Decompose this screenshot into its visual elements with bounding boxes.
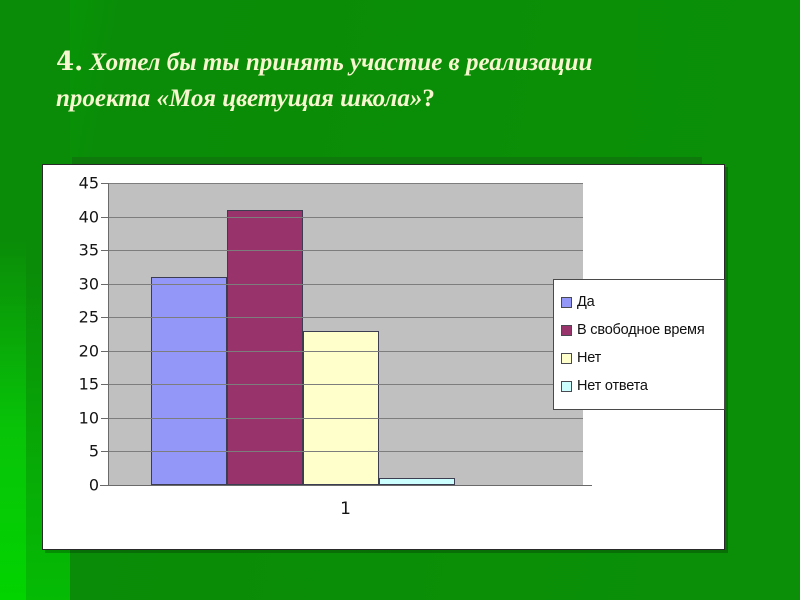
legend-item[interactable]: Да: [561, 288, 718, 316]
question-number: 4.: [56, 47, 84, 77]
y-axis-tick-label: 15: [78, 374, 99, 394]
bar-3[interactable]: [303, 330, 379, 485]
y-axis-tick-label: 45: [78, 173, 99, 193]
y-axis-tick-label: 20: [78, 341, 99, 361]
gridline: [109, 384, 583, 386]
y-axis-tick-label: 30: [78, 274, 99, 294]
plot-area: [108, 183, 583, 485]
y-axis-tick-label: 35: [78, 240, 99, 260]
y-axis-tick-mark: [101, 350, 108, 352]
y-axis-tick-label: 0: [88, 475, 99, 495]
bar-slot: [379, 183, 455, 485]
y-axis-tick-mark: [101, 250, 108, 252]
y-axis: 45 40 35 30 25 20 15 10 5 0: [53, 174, 99, 495]
gridline: [109, 250, 583, 252]
x-axis-line: [100, 485, 592, 486]
bar-group: [109, 183, 583, 485]
gridline: [109, 183, 583, 184]
question-mark: ?: [422, 85, 435, 112]
y-axis-tick-mark: [101, 317, 108, 319]
legend-item-label: В свободное время: [577, 322, 705, 338]
legend-item[interactable]: Нет: [561, 344, 718, 372]
card-top-tab: [72, 157, 702, 165]
bar-1[interactable]: [151, 276, 227, 485]
y-axis-tick-mark: [101, 417, 108, 419]
bar-2[interactable]: [227, 209, 303, 485]
bar-slot: [303, 183, 379, 485]
bar-4[interactable]: [379, 478, 455, 485]
gridline: [109, 317, 583, 319]
chart-card[interactable]: 45 40 35 30 25 20 15 10 5 0 1 Да В свободное время…: [42, 164, 725, 550]
legend-swatch-icon: [561, 296, 572, 308]
legend-item[interactable]: В свободное время: [561, 316, 718, 344]
y-axis-tick-label: 5: [88, 441, 99, 461]
legend-swatch-icon: [561, 352, 572, 364]
y-axis-tick-mark: [101, 216, 108, 218]
bar-slot: [227, 183, 303, 485]
y-axis-tick-mark: [101, 183, 108, 184]
y-axis-tick-label: 40: [78, 207, 99, 227]
legend-item[interactable]: Нет ответа: [561, 372, 718, 400]
y-axis-tick-mark: [101, 485, 108, 486]
bar-slot: [151, 183, 227, 485]
legend-item-label: Нет: [577, 350, 602, 366]
legend-item-label: Нет ответа: [577, 378, 648, 394]
chart-plot-wrapper: 45 40 35 30 25 20 15 10 5 0 1 Да В свободное время…: [43, 165, 726, 551]
gridline: [109, 451, 583, 453]
x-axis-tick-label: 1: [340, 499, 351, 519]
question-line-2-prefix: проекта: [56, 85, 157, 112]
question-project-name: «Моя цветущая школа»: [156, 85, 423, 112]
slide-title: 4. Хотел бы ты принять участие в реализа…: [56, 44, 756, 117]
legend-swatch-icon: [561, 380, 572, 392]
gridline: [109, 350, 583, 352]
chart-legend[interactable]: Да В свободное время Нет Нет ответа: [553, 279, 725, 410]
left-accent-strip: [0, 0, 26, 600]
question-line-1: Хотел бы ты принять участие в реализации: [89, 49, 593, 76]
y-axis-tick-label: 25: [78, 307, 99, 327]
y-axis-tick-mark: [101, 283, 108, 285]
y-axis-tick-label: 10: [78, 408, 99, 428]
gridline: [109, 283, 583, 285]
legend-swatch-icon: [561, 324, 572, 336]
y-axis-tick-mark: [101, 384, 108, 386]
legend-item-label: Да: [577, 294, 595, 310]
gridline: [109, 216, 583, 218]
gridline: [109, 417, 583, 419]
y-axis-tick-mark: [101, 451, 108, 453]
